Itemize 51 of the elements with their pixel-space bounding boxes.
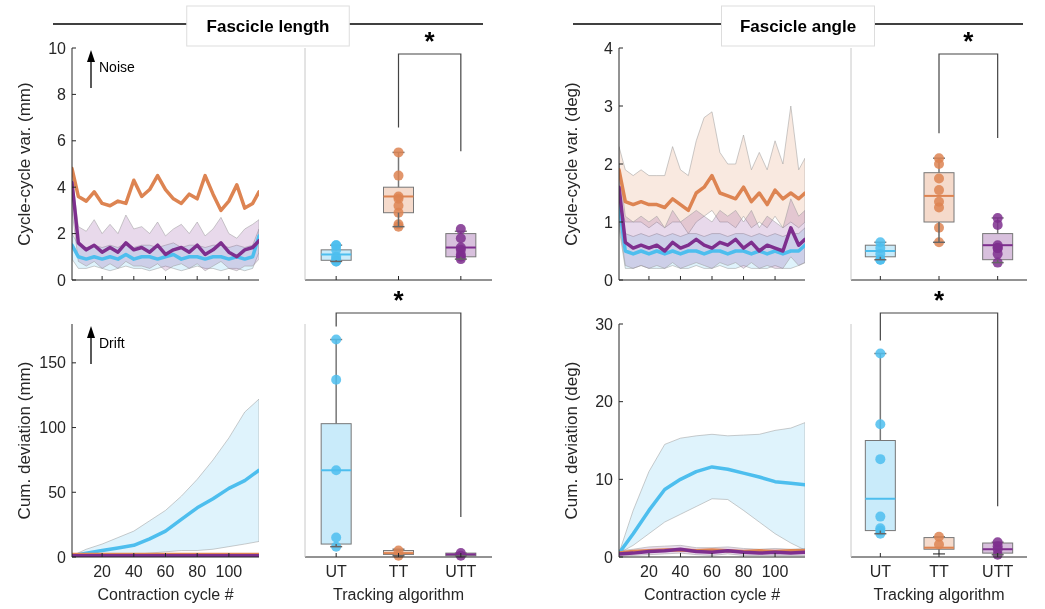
chart-title: Fascicle angle [739,16,857,36]
annotation: * [963,26,975,56]
y-tick-label: 10 [48,39,67,57]
x-tick-label: 60 [156,563,175,580]
y-tick-label: 2 [604,155,614,173]
annotation: Noise [99,59,136,75]
x-tick-label: TT [929,563,949,580]
text: * [393,285,405,315]
y-tick-label: 30 [595,315,614,333]
x-tick-label: 100 [215,563,243,580]
x-axis-title: Tracking algorithm [332,586,465,603]
y-axis-title: Cum. deviation (mm) [15,361,34,520]
x-tick-label: 40 [124,563,143,580]
x-tick-label: 20 [93,563,112,580]
y-tick-label: 0 [604,548,614,566]
y-tick-label: 8 [57,86,67,103]
y-axis-title: Cycle-cycle var. (deg) [562,82,581,246]
x-tick-label: 80 [188,563,207,580]
x-axis-title: Contraction cycle # [643,586,781,603]
x-tick-label: 20 [640,563,658,580]
chart-title: Fascicle length [206,16,330,36]
y-tick-label: 100 [39,419,67,437]
y-tick-label: 0 [604,271,614,289]
y-tick-label: 2 [57,225,67,243]
annotation: * [424,26,436,56]
x-axis-title: Tracking algorithm [873,586,1005,603]
y-tick-label: 10 [595,470,614,488]
y-tick-label: 4 [604,39,614,57]
y-tick-label: 50 [48,483,67,501]
x-tick-label: 60 [703,563,721,580]
y-tick-label: 20 [595,393,614,411]
y-tick-label: 4 [57,178,67,196]
y-tick-label: 1 [604,213,614,231]
x-axis-title: Contraction cycle # [97,586,234,603]
y-tick-label: 0 [57,548,67,566]
y-axis-title: Cum. deviation (deg) [562,361,581,520]
annotation: Drift [99,335,125,351]
y-axis-title: Cycle-cycle var. (mm) [15,82,34,246]
x-tick-label: UTT [445,563,477,580]
x-tick-label: 40 [671,563,690,580]
y-tick-label: 0 [57,271,67,289]
x-tick-label: 100 [761,563,789,580]
x-tick-label: UT [869,563,892,580]
text: * [933,285,945,315]
y-tick-label: 150 [39,354,67,372]
x-tick-label: UT [325,563,348,580]
x-tick-label: TT [388,563,409,580]
x-tick-label: 80 [734,563,753,580]
x-tick-label: UTT [982,563,1014,580]
y-tick-label: 6 [57,132,67,150]
y-tick-label: 3 [604,97,614,115]
